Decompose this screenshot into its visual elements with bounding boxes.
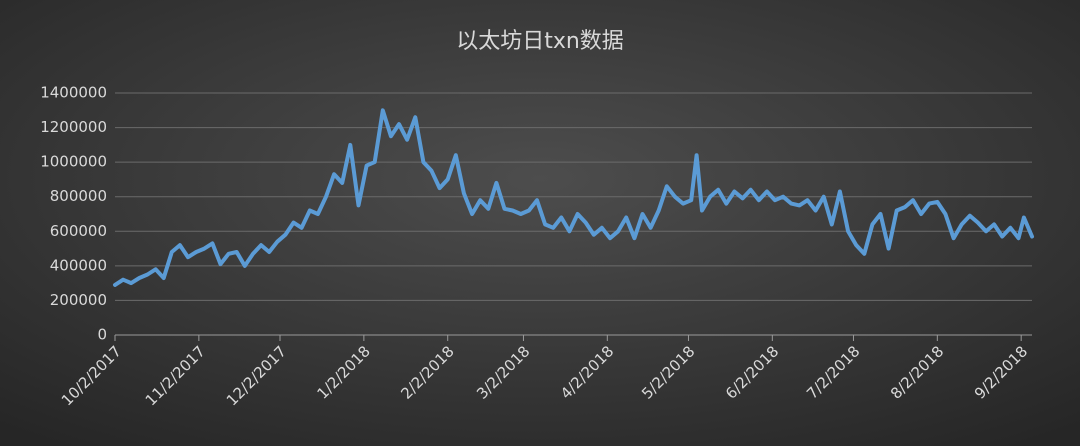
y-tick-label: 400000 [50,256,107,274]
chart-title: 以太坊日txn数据 [456,29,624,54]
y-tick-label: 1000000 [40,153,107,171]
y-tick-label: 1400000 [40,84,107,102]
y-tick-label: 800000 [50,187,107,205]
y-tick-label: 0 [97,326,107,344]
y-tick-label: 600000 [50,222,107,240]
data-line [113,108,1034,287]
y-tick-label: 200000 [50,291,107,309]
y-tick-label: 1200000 [40,118,107,136]
